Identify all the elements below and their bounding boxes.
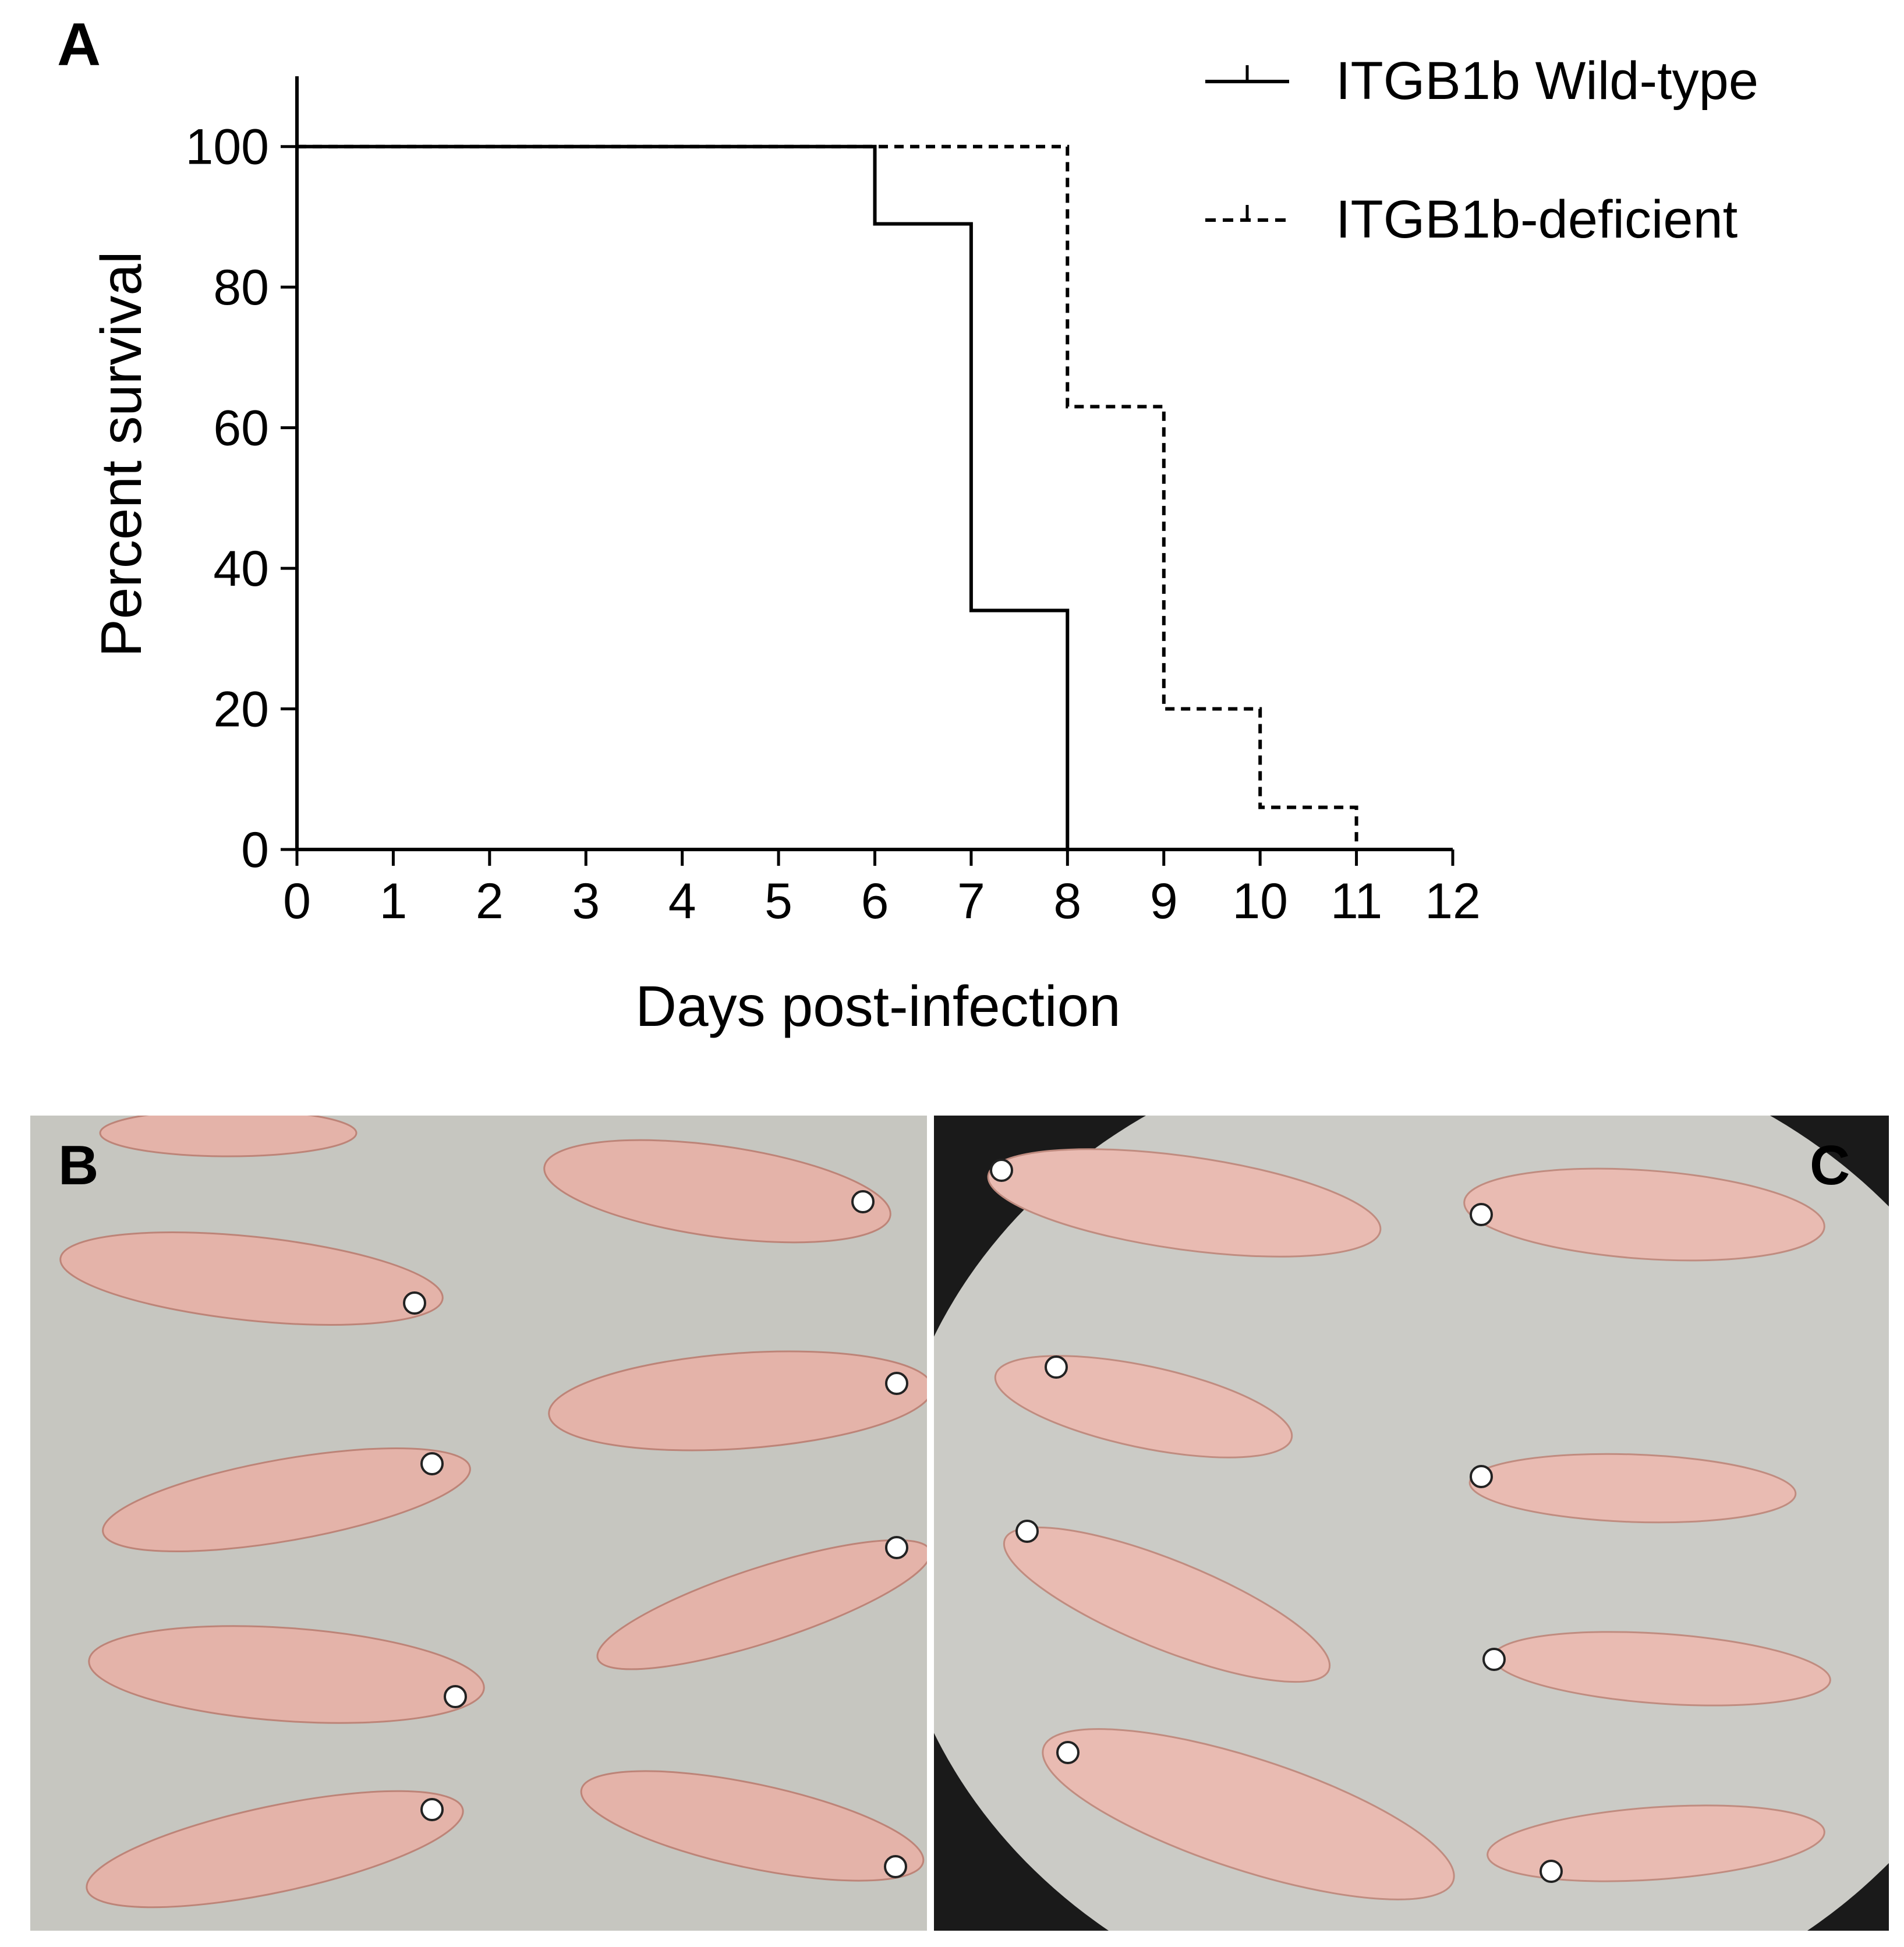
legend-label-deficient: ITGB1b-deficient <box>1336 190 1737 249</box>
fish <box>580 1770 925 1882</box>
fish-eye <box>1045 1355 1068 1379</box>
fish-eye <box>1470 1203 1493 1226</box>
x-tick-label: 7 <box>957 873 985 929</box>
panel-label-b: B <box>58 1134 98 1196</box>
fish <box>987 1148 1382 1258</box>
fish <box>1463 1167 1825 1262</box>
fish <box>59 1231 444 1326</box>
fish <box>994 1355 1293 1459</box>
x-tick-label: 5 <box>765 873 792 929</box>
fish-eye <box>1470 1465 1493 1488</box>
fish <box>1487 1804 1825 1882</box>
fish-eye <box>885 1372 908 1395</box>
x-tick-label: 12 <box>1425 873 1481 929</box>
legend: ITGB1b Wild-type ITGB1b-deficient <box>1205 51 1758 249</box>
survival-line-wild-type <box>297 144 1070 849</box>
fish <box>1003 1526 1331 1683</box>
legend-item-wild-type: ITGB1b Wild-type <box>1205 51 1758 111</box>
panel-label-c: C <box>1810 1134 1850 1196</box>
x-tick-label: 2 <box>476 873 504 929</box>
y-tick-label: 80 <box>213 260 269 316</box>
fish-photo-wild-type: B <box>30 1116 927 1931</box>
fish-group <box>987 1148 1831 1900</box>
y-tick-label: 40 <box>213 541 269 597</box>
fish <box>548 1350 927 1452</box>
y-tick-label: 0 <box>241 822 269 878</box>
fish <box>1042 1728 1455 1900</box>
fish <box>1468 1453 1797 1524</box>
fish-eye <box>1540 1860 1563 1883</box>
fish-eye <box>420 1452 444 1475</box>
fish-eye <box>420 1798 444 1821</box>
y-axis-label: Percent survival <box>89 251 153 657</box>
x-tick-label: 3 <box>572 873 600 929</box>
fish-eye <box>403 1291 426 1315</box>
legend-label-wild-type: ITGB1b Wild-type <box>1336 51 1758 111</box>
x-tick-label: 4 <box>668 873 696 929</box>
fish <box>88 1625 485 1724</box>
fish <box>102 1447 471 1553</box>
fish-eye <box>1015 1520 1039 1543</box>
fish-eye <box>885 1536 908 1559</box>
y-tick-label: 60 <box>213 401 269 456</box>
panel-label-a: A <box>57 11 101 79</box>
fish-eyes <box>403 1190 908 1878</box>
fish <box>596 1539 927 1670</box>
fish-eye <box>884 1855 907 1878</box>
fish-photo-deficient: C <box>934 1116 1889 1931</box>
fish <box>543 1139 891 1244</box>
x-tick-label: 6 <box>861 873 889 929</box>
x-tick-label: 8 <box>1053 873 1081 929</box>
fish-eye <box>990 1159 1013 1182</box>
x-tick-label: 9 <box>1150 873 1178 929</box>
fish-eyes <box>990 1159 1563 1883</box>
x-tick-label: 0 <box>283 873 311 929</box>
survival-line-deficient <box>297 144 1358 849</box>
legend-item-deficient: ITGB1b-deficient <box>1205 190 1737 249</box>
y-tick-label: 20 <box>213 682 269 738</box>
fish-eye <box>1056 1741 1080 1764</box>
survival-chart-panel: A 0 1 2 3 4 5 6 7 8 9 10 11 12 0 20 40 60 80 100 Percent s… <box>57 11 1758 1038</box>
fish <box>99 1116 358 1157</box>
fish-eye <box>851 1190 875 1213</box>
x-tick-label: 1 <box>379 873 407 929</box>
x-tick-label: 10 <box>1232 873 1288 929</box>
fish-eye <box>444 1685 467 1708</box>
fish-group <box>59 1116 927 1909</box>
fish-eye <box>1482 1648 1506 1671</box>
y-tick-label: 100 <box>186 119 270 175</box>
photo-background <box>934 1116 1889 1931</box>
x-axis-label: Days post-infection <box>635 974 1120 1038</box>
x-tick-label: 11 <box>1330 873 1382 929</box>
fish <box>86 1790 464 1909</box>
